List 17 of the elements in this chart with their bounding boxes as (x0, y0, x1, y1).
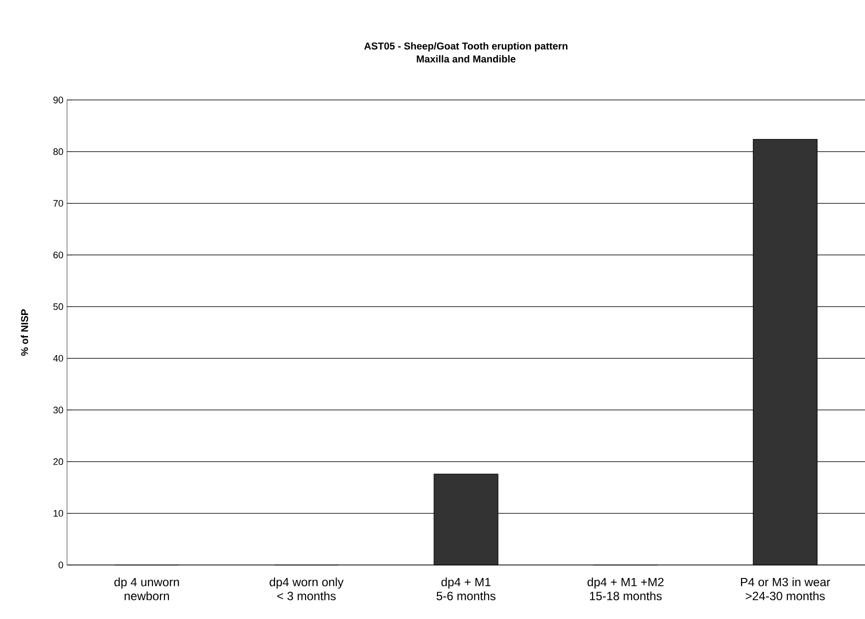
y-tick-label: 30 (53, 406, 64, 414)
chart-title: AST05 - Sheep/Goat Tooth eruption pattern Maxilla and Mandible (364, 42, 568, 62)
y-tick-label: 20 (53, 458, 64, 466)
y-tick-label: 50 (53, 303, 64, 310)
y-tick-label: 80 (53, 148, 64, 156)
x-tick-label: dp 4 unworn newborn (114, 578, 179, 600)
y-tick-label: 10 (54, 510, 64, 517)
y-tick-label: 40 (53, 354, 64, 362)
x-tick-label: dp4 + M1 5-6 months (436, 578, 496, 600)
y-tick-label: 90 (53, 96, 64, 104)
x-tick-label: P4 or M3 in wear >24-30 months (741, 578, 830, 600)
y-tick-label: 60 (53, 252, 64, 258)
y-tick-label: 70 (53, 200, 64, 207)
x-tick-label: dp4 worn only < 3 months (270, 578, 344, 600)
y-tick-label: 0 (58, 562, 64, 568)
x-tick-label: dp4 + M1 +M2 15-18 months (588, 578, 664, 600)
y-axis-title: % of NISP (20, 309, 28, 356)
